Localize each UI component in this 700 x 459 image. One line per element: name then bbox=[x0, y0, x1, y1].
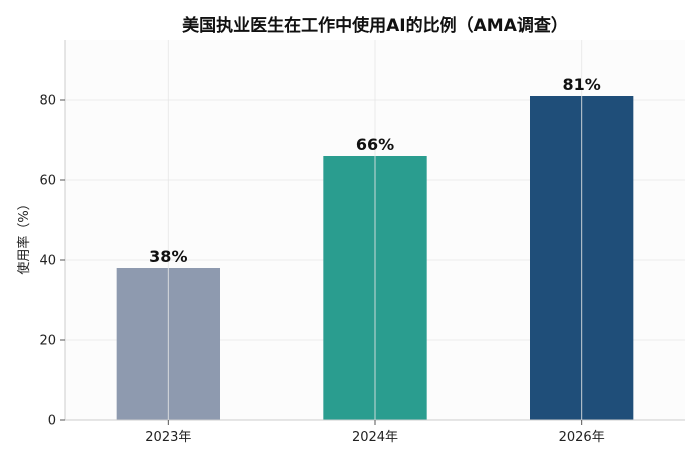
x-tick-labels: 2023年 2024年 2026年 bbox=[145, 420, 605, 445]
vertical-grid-lines bbox=[167, 40, 583, 420]
x-tick-label-3: 2026年 bbox=[559, 430, 605, 445]
x-tick-label-2: 2024年 bbox=[352, 430, 398, 445]
y-tick-label-3: 40 bbox=[39, 254, 56, 269]
y-tick-label-1: 0 bbox=[48, 414, 56, 429]
y-tick-label-2: 20 bbox=[39, 334, 56, 349]
y-tick-labels: 0 20 40 60 80 bbox=[39, 94, 65, 429]
data-labels: 38% 66% 81% bbox=[149, 75, 601, 266]
y-axis-label: 使用率（%） bbox=[16, 197, 32, 274]
y-tick-label-4: 60 bbox=[39, 174, 56, 189]
data-label-2: 66% bbox=[356, 135, 394, 154]
data-label-3: 81% bbox=[563, 75, 601, 94]
x-tick-label-1: 2023年 bbox=[145, 430, 191, 445]
y-tick-label-5: 80 bbox=[39, 94, 56, 109]
data-label-1: 38% bbox=[149, 247, 187, 266]
chart-title: 美国执业医生在工作中使用AI的比例（AMA调查） bbox=[182, 15, 568, 36]
